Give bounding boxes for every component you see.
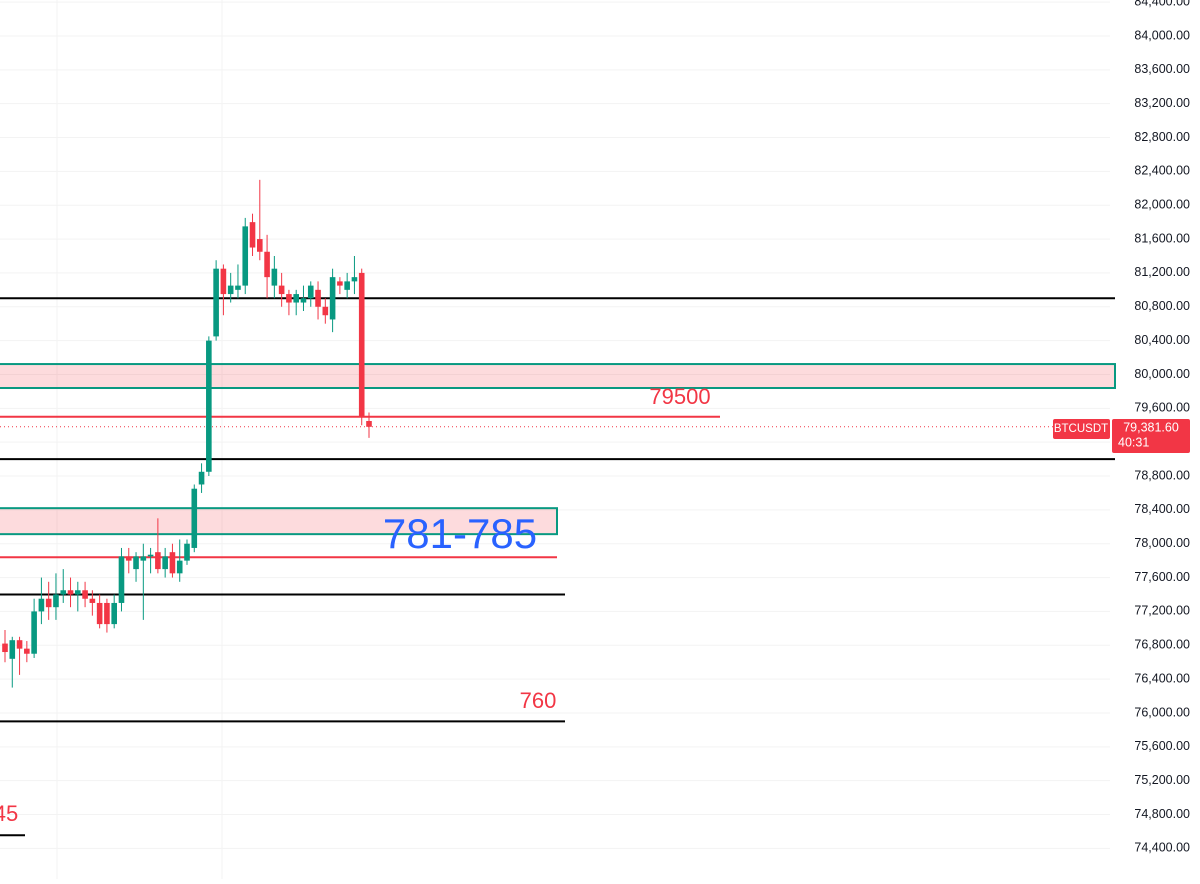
y-tick-label: 75,600.00 <box>1134 739 1190 753</box>
y-tick-label: 81,200.00 <box>1134 265 1190 279</box>
y-tick-label: 82,000.00 <box>1134 198 1190 212</box>
y-tick-label: 84,000.00 <box>1134 28 1190 42</box>
candle-body <box>271 268 278 286</box>
y-tick-label: 78,800.00 <box>1134 468 1190 482</box>
candle-body <box>220 268 227 295</box>
candle-body <box>140 556 147 561</box>
candle-body <box>206 340 212 472</box>
candle-body <box>155 552 161 570</box>
candle-body <box>60 590 67 595</box>
y-tick-label: 80,400.00 <box>1134 333 1190 347</box>
annotation: 45 <box>0 801 18 826</box>
y-tick-label: 82,800.00 <box>1134 130 1190 144</box>
candle-body <box>344 281 350 290</box>
y-tick-label: 80,800.00 <box>1134 299 1190 313</box>
candle-body <box>300 298 307 303</box>
candle-body <box>264 251 270 278</box>
candle-body <box>351 277 358 282</box>
candle-body <box>104 602 110 625</box>
candle-body <box>191 488 198 548</box>
candle-body <box>24 648 30 654</box>
symbol-label: BTCUSDT <box>1054 423 1108 435</box>
candle-body <box>315 289 321 307</box>
candle-body <box>31 611 37 654</box>
annotation: 79500 <box>649 384 710 409</box>
symbol-badge <box>1053 419 1110 439</box>
y-tick-label: 76,800.00 <box>1134 638 1190 652</box>
candle-body <box>53 594 59 608</box>
y-tick-label: 78,000.00 <box>1134 536 1190 550</box>
candle-body <box>293 294 299 303</box>
candle-body <box>242 226 249 286</box>
candle-body <box>257 239 263 252</box>
candle-body <box>133 556 139 570</box>
candle-body <box>322 306 329 316</box>
candle-body <box>169 552 176 574</box>
candle-body <box>213 268 219 337</box>
candle-body <box>184 543 190 561</box>
last-price-label: 79,381.60 <box>1123 420 1179 434</box>
y-tick-label: 76,400.00 <box>1134 671 1190 685</box>
annotation: 781-785 <box>383 510 537 557</box>
annotation: 760 <box>520 688 557 713</box>
y-tick-label: 83,200.00 <box>1134 96 1190 110</box>
y-tick-label: 79,600.00 <box>1134 401 1190 415</box>
y-tick-label: 75,200.00 <box>1134 773 1190 787</box>
y-tick-label: 74,400.00 <box>1134 841 1190 855</box>
y-tick-label: 81,600.00 <box>1134 231 1190 245</box>
candle-body <box>45 598 52 608</box>
candle-body <box>227 285 234 295</box>
candle-body <box>111 602 117 625</box>
candle-body <box>366 421 372 427</box>
candle-body <box>89 598 96 603</box>
zone <box>0 363 1116 390</box>
candle-body <box>358 272 365 417</box>
y-tick-label: 77,200.00 <box>1134 604 1190 618</box>
candle-body <box>278 285 285 295</box>
candle-body <box>286 294 292 303</box>
candle-body <box>249 222 256 248</box>
y-tick-label: 74,800.00 <box>1134 807 1190 821</box>
y-tick-label: 82,400.00 <box>1134 164 1190 178</box>
candle-body <box>75 590 81 595</box>
candle-body <box>307 285 314 299</box>
candle-body <box>96 602 103 625</box>
price-badge <box>1112 419 1190 453</box>
candle-body <box>67 590 74 595</box>
y-tick-label: 83,600.00 <box>1134 62 1190 76</box>
candle-body <box>235 285 241 290</box>
countdown-label: 40:31 <box>1118 435 1149 449</box>
candle-body <box>118 556 125 603</box>
y-tick-label: 77,600.00 <box>1134 570 1190 584</box>
y-tick-label: 80,000.00 <box>1134 367 1190 381</box>
y-tick-label: 78,400.00 <box>1134 502 1190 516</box>
candle-body <box>162 556 168 570</box>
candle-body <box>82 590 88 599</box>
candle-body <box>2 643 8 653</box>
candle-body <box>147 554 154 557</box>
candle-body <box>9 640 16 659</box>
candle-body <box>38 598 45 612</box>
candle-body <box>337 281 343 286</box>
candle-body <box>125 556 132 561</box>
y-tick-label: 76,000.00 <box>1134 705 1190 719</box>
y-tick-label: 84,400.00 <box>1134 0 1190 8</box>
candle-body <box>198 471 205 485</box>
candle-body <box>329 277 336 320</box>
candle-body <box>16 640 23 649</box>
zone <box>0 507 558 536</box>
candle-body <box>176 560 183 574</box>
